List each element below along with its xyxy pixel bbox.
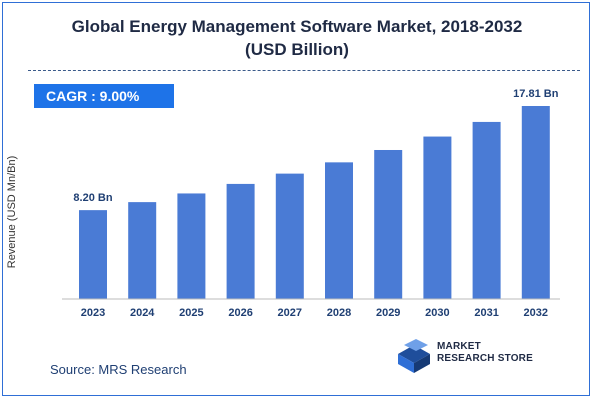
x-tick-2030: 2030	[425, 307, 449, 319]
x-tick-2026: 2026	[228, 307, 252, 319]
bar-2029	[374, 149, 403, 299]
bar-2031	[472, 121, 501, 300]
data-label-2023: 8.20 Bn	[73, 192, 112, 204]
x-tick-2032: 2032	[524, 307, 548, 319]
x-tick-2027: 2027	[278, 307, 302, 319]
x-tick-2029: 2029	[376, 307, 400, 319]
title-divider	[28, 70, 580, 71]
chart-title-line1: Global Energy Management Software Market…	[71, 17, 523, 36]
x-tick-2025: 2025	[179, 307, 203, 319]
bar-2025	[177, 193, 206, 299]
x-tick-2028: 2028	[327, 307, 351, 319]
bar-2027	[275, 173, 304, 299]
brand-line2: RESEARCH STORE	[437, 353, 533, 364]
bar-2030	[423, 136, 452, 299]
data-label-2032: 17.81 Bn	[513, 88, 559, 100]
chart-title: Global Energy Management Software Market…	[0, 15, 594, 61]
brand-logo-text: MARKET RESEARCH STORE	[437, 341, 533, 365]
cagr-badge: CAGR : 9.00%	[34, 84, 174, 108]
x-tick-2024: 2024	[130, 307, 155, 319]
chart-title-line2: (USD Billion)	[245, 40, 349, 59]
bar-2032	[521, 106, 550, 299]
source-note: Source: MRS Research	[50, 362, 187, 377]
x-tick-2023: 2023	[81, 307, 105, 319]
bar-2026	[226, 183, 255, 299]
bar-2023	[79, 210, 107, 299]
bar-2024	[128, 202, 157, 299]
brand-line1: MARKET	[437, 341, 481, 352]
bar-2028	[325, 162, 353, 299]
x-tick-2031: 2031	[474, 307, 498, 319]
cube-logo-icon	[398, 339, 430, 373]
